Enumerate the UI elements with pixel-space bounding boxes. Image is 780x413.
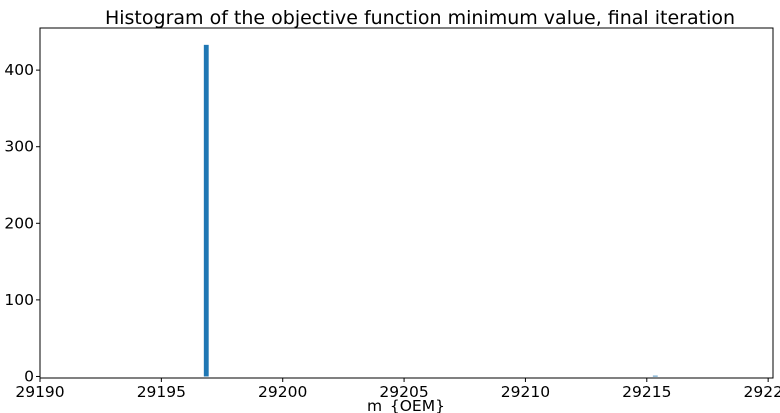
x-tick-label: 29205 <box>379 383 428 401</box>
y-tick-label: 300 <box>4 138 34 156</box>
y-tick-label: 200 <box>4 214 34 232</box>
x-tick-label: 29190 <box>15 383 64 401</box>
x-axis-label: m_{OEM} <box>367 397 445 413</box>
x-tick-label: 29210 <box>501 383 550 401</box>
x-tick-label: 29200 <box>258 383 307 401</box>
x-tick-label: 29215 <box>622 383 671 401</box>
bars-layer <box>203 44 658 377</box>
histogram-bar-1 <box>652 375 658 377</box>
chart-title: Histogram of the objective function mini… <box>105 7 735 29</box>
y-tick-label: 0 <box>24 367 34 385</box>
y-axis-ticks: 0 100 200 300 400 <box>4 61 40 385</box>
y-tick-label: 100 <box>4 291 34 309</box>
y-tick-label: 400 <box>4 61 34 79</box>
x-tick-label: 29195 <box>137 383 186 401</box>
histogram-bar-0 <box>203 44 209 377</box>
plot-frame <box>39 27 774 379</box>
